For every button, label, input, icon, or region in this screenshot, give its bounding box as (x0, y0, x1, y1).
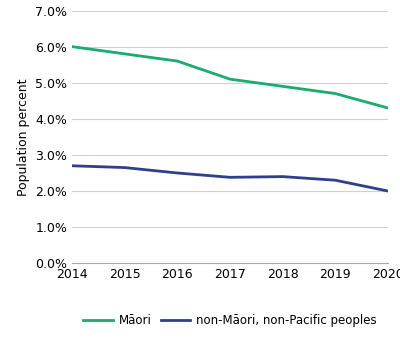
non-Māori, non-Pacific peoples (280, 174, 285, 179)
Māori (280, 84, 285, 88)
Line: non-Māori, non-Pacific peoples: non-Māori, non-Pacific peoples (72, 166, 388, 191)
Māori (122, 52, 127, 56)
Māori (228, 77, 232, 81)
Māori (333, 92, 338, 96)
Legend: Māori, non-Māori, non-Pacific peoples: Māori, non-Māori, non-Pacific peoples (78, 310, 382, 332)
Māori (70, 45, 74, 49)
non-Māori, non-Pacific peoples (122, 165, 127, 170)
Y-axis label: Population percent: Population percent (16, 78, 30, 196)
Māori (386, 106, 390, 110)
non-Māori, non-Pacific peoples (175, 171, 180, 175)
Line: Māori: Māori (72, 47, 388, 108)
non-Māori, non-Pacific peoples (70, 164, 74, 168)
non-Māori, non-Pacific peoples (228, 175, 232, 179)
Māori (175, 59, 180, 63)
non-Māori, non-Pacific peoples (333, 178, 338, 182)
non-Māori, non-Pacific peoples (386, 189, 390, 193)
